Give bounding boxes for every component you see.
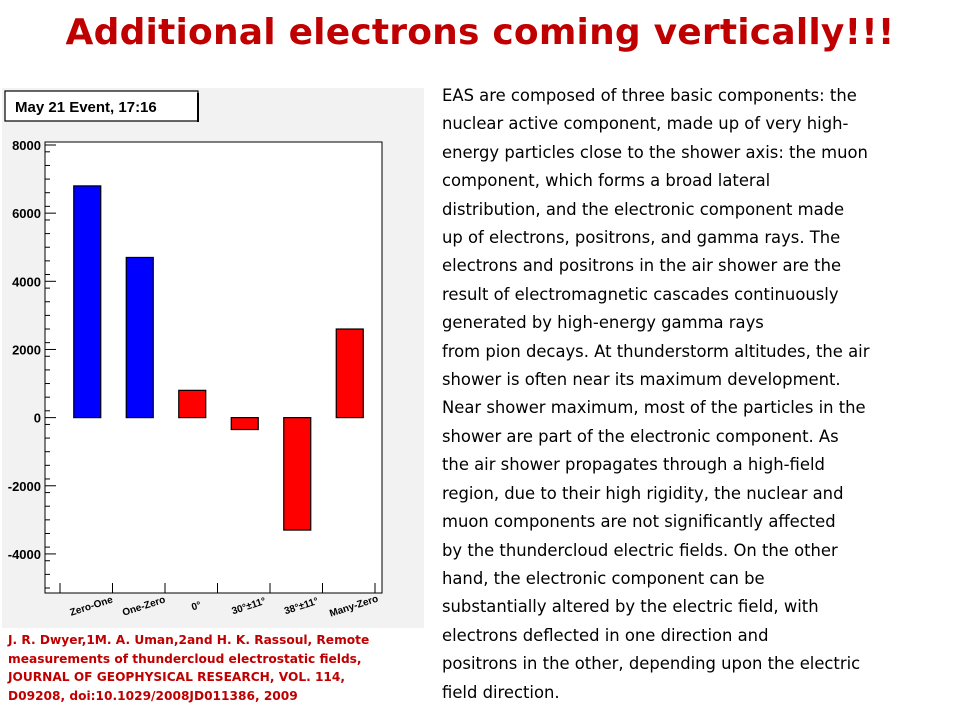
body-paragraph: EAS are composed of three basic componen… <box>442 86 870 702</box>
chart-title: May 21 Event, 17:16 <box>15 99 157 116</box>
y-tick-label: 2000 <box>12 342 41 357</box>
y-tick-label: 0 <box>34 411 41 426</box>
bar-3 <box>230 417 259 431</box>
bar-0 <box>73 185 102 419</box>
x-category-label: One-Zero <box>121 595 167 619</box>
y-tick-label: -4000 <box>8 547 41 562</box>
bar-5 <box>335 328 364 419</box>
x-category-label: 30°±11° <box>231 596 268 617</box>
x-category-label: 38°±11° <box>283 596 320 617</box>
slide-title: Additional electrons coming vertically!!… <box>65 12 895 53</box>
y-tick-label: -2000 <box>8 479 41 494</box>
bar-1 <box>125 256 154 419</box>
y-tick-label: 6000 <box>12 206 41 221</box>
y-tick-label: 4000 <box>12 274 41 289</box>
chart-title-box <box>4 90 199 122</box>
bar-2 <box>178 389 207 419</box>
reference-citation: J. R. Dwyer,1M. A. Uman,2and H. K. Rasso… <box>8 633 370 703</box>
x-category-label: Zero-One <box>69 594 115 618</box>
y-tick-label: 8000 <box>12 138 41 153</box>
chart-panel: May 21 Event, 17:16 8000 6000 4000 2000 0 -200… <box>2 88 424 628</box>
x-category-label: 0° <box>190 600 202 613</box>
x-category-label: Many-Zero <box>328 594 379 620</box>
bar-4 <box>283 417 312 531</box>
bar-chart: May 21 Event, 17:16 8000 6000 4000 2000 0 -200… <box>4 90 383 620</box>
